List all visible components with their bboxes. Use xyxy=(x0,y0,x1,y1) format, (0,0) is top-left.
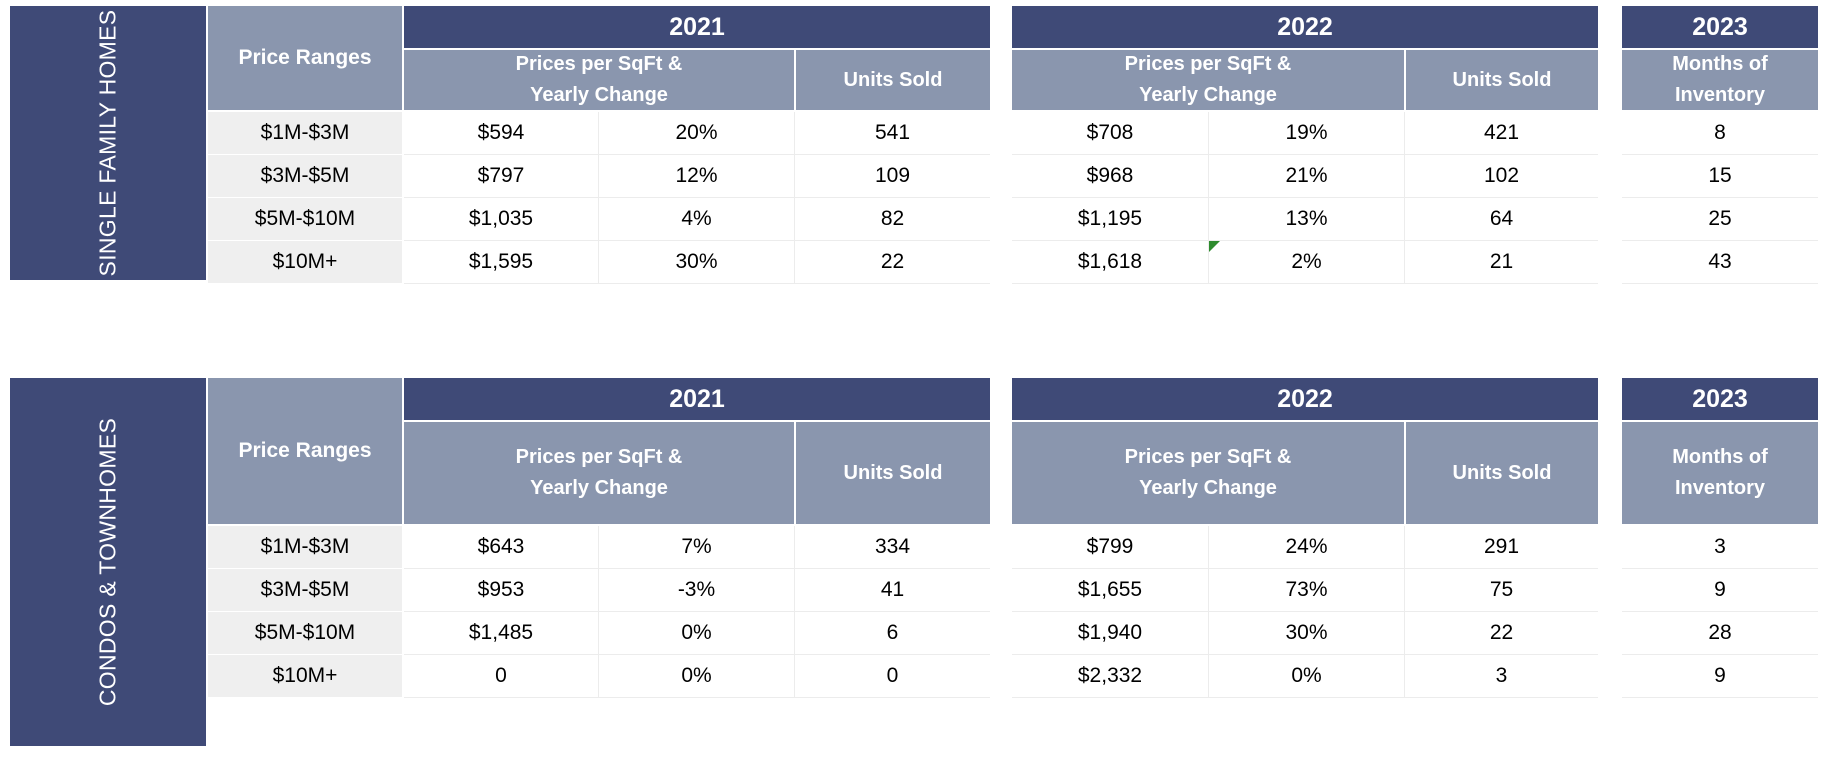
yearly-change-cell: 24% xyxy=(1208,526,1404,569)
months-inventory-cell: 25 xyxy=(1622,198,1818,241)
price-per-sqft-cell: $708 xyxy=(1012,112,1208,155)
yearly-change-cell: 20% xyxy=(598,112,794,155)
year-header-2021: 2021 xyxy=(404,6,990,48)
months-inventory-cell: 28 xyxy=(1622,612,1818,655)
price-per-sqft-cell: $797 xyxy=(404,155,598,198)
price-range-cell: $5M-$10M xyxy=(208,612,402,655)
units-sold-cell: 22 xyxy=(1404,612,1598,655)
table-section: CONDOS & TOWNHOMES Price Ranges 2021 2022 20… xyxy=(0,378,1830,746)
units-sold-cell: 0 xyxy=(794,655,990,698)
price-per-sqft-cell: $1,618 xyxy=(1012,241,1208,284)
units-sold-header: Units Sold xyxy=(1404,422,1598,524)
yearly-change-cell: 0% xyxy=(598,655,794,698)
months-inventory-cell: 9 xyxy=(1622,655,1818,698)
units-sold-cell: 102 xyxy=(1404,155,1598,198)
price-per-sqft-cell: $1,485 xyxy=(404,612,598,655)
yearly-change-cell: 30% xyxy=(598,241,794,284)
price-change-header: Prices per SqFt & Yearly Change xyxy=(404,50,794,110)
yearly-change-cell: 4% xyxy=(598,198,794,241)
months-inventory-header: Months of Inventory xyxy=(1622,422,1818,524)
price-per-sqft-cell: $1,595 xyxy=(404,241,598,284)
months-inventory-cell: 43 xyxy=(1622,241,1818,284)
year-header-2022: 2022 xyxy=(1012,378,1598,420)
units-sold-cell: 41 xyxy=(794,569,990,612)
year-header-2023: 2023 xyxy=(1622,378,1818,420)
price-change-header: Prices per SqFt & Yearly Change xyxy=(1012,422,1404,524)
section-title: CONDOS & TOWNHOMES xyxy=(94,417,121,707)
year-header-2021: 2021 xyxy=(404,378,990,420)
units-sold-cell: 75 xyxy=(1404,569,1598,612)
units-sold-cell: 22 xyxy=(794,241,990,284)
price-per-sqft-cell: $1,195 xyxy=(1012,198,1208,241)
yearly-change-cell: 2% xyxy=(1208,241,1404,284)
section-side-band: SINGLE FAMILY HOMES xyxy=(10,6,206,280)
units-sold-cell: 64 xyxy=(1404,198,1598,241)
units-sold-header: Units Sold xyxy=(794,422,990,524)
price-range-cell: $1M-$3M xyxy=(208,112,402,155)
units-sold-cell: 541 xyxy=(794,112,990,155)
price-range-cell: $1M-$3M xyxy=(208,526,402,569)
units-sold-cell: 421 xyxy=(1404,112,1598,155)
units-sold-header: Units Sold xyxy=(794,50,990,110)
section-side-band: CONDOS & TOWNHOMES xyxy=(10,378,206,746)
units-sold-cell: 3 xyxy=(1404,655,1598,698)
yearly-change-cell: 0% xyxy=(598,612,794,655)
months-inventory-cell: 3 xyxy=(1622,526,1818,569)
months-inventory-cell: 8 xyxy=(1622,112,1818,155)
price-per-sqft-cell: $953 xyxy=(404,569,598,612)
price-per-sqft-cell: 0 xyxy=(404,655,598,698)
units-sold-cell: 21 xyxy=(1404,241,1598,284)
months-inventory-cell: 9 xyxy=(1622,569,1818,612)
price-per-sqft-cell: $1,655 xyxy=(1012,569,1208,612)
section-title: SINGLE FAMILY HOMES xyxy=(94,9,121,277)
price-range-cell: $10M+ xyxy=(208,241,402,284)
yearly-change-cell: 0% xyxy=(1208,655,1404,698)
units-sold-cell: 291 xyxy=(1404,526,1598,569)
months-inventory-cell: 15 xyxy=(1622,155,1818,198)
price-change-header: Prices per SqFt & Yearly Change xyxy=(1012,50,1404,110)
units-sold-cell: 6 xyxy=(794,612,990,655)
table-section: SINGLE FAMILY HOMES Price Ranges 2021 2022 2… xyxy=(0,6,1830,284)
price-per-sqft-cell: $1,940 xyxy=(1012,612,1208,655)
price-ranges-header: Price Ranges xyxy=(208,378,402,524)
yearly-change-cell: 19% xyxy=(1208,112,1404,155)
yearly-change-cell: -3% xyxy=(598,569,794,612)
comment-indicator-icon[interactable] xyxy=(1209,241,1220,252)
price-range-cell: $3M-$5M xyxy=(208,155,402,198)
units-sold-cell: 109 xyxy=(794,155,990,198)
price-per-sqft-cell: $799 xyxy=(1012,526,1208,569)
price-range-cell: $3M-$5M xyxy=(208,569,402,612)
months-inventory-header: Months of Inventory xyxy=(1622,50,1818,110)
price-per-sqft-cell: $2,332 xyxy=(1012,655,1208,698)
price-per-sqft-cell: $594 xyxy=(404,112,598,155)
price-change-header: Prices per SqFt & Yearly Change xyxy=(404,422,794,524)
units-sold-cell: 82 xyxy=(794,198,990,241)
price-per-sqft-cell: $1,035 xyxy=(404,198,598,241)
units-sold-header: Units Sold xyxy=(1404,50,1598,110)
price-per-sqft-cell: $643 xyxy=(404,526,598,569)
price-ranges-header: Price Ranges xyxy=(208,6,402,110)
yearly-change-cell: 73% xyxy=(1208,569,1404,612)
yearly-change-cell: 13% xyxy=(1208,198,1404,241)
yearly-change-cell: 7% xyxy=(598,526,794,569)
units-sold-cell: 334 xyxy=(794,526,990,569)
yearly-change-cell: 12% xyxy=(598,155,794,198)
price-range-cell: $5M-$10M xyxy=(208,198,402,241)
price-range-cell: $10M+ xyxy=(208,655,402,698)
year-header-2023: 2023 xyxy=(1622,6,1818,48)
price-per-sqft-cell: $968 xyxy=(1012,155,1208,198)
yearly-change-cell: 21% xyxy=(1208,155,1404,198)
yearly-change-cell: 30% xyxy=(1208,612,1404,655)
year-header-2022: 2022 xyxy=(1012,6,1598,48)
